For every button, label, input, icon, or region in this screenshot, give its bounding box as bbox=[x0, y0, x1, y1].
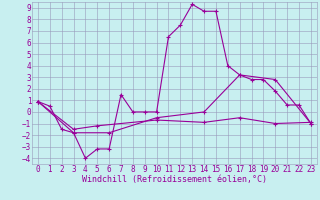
X-axis label: Windchill (Refroidissement éolien,°C): Windchill (Refroidissement éolien,°C) bbox=[82, 175, 267, 184]
